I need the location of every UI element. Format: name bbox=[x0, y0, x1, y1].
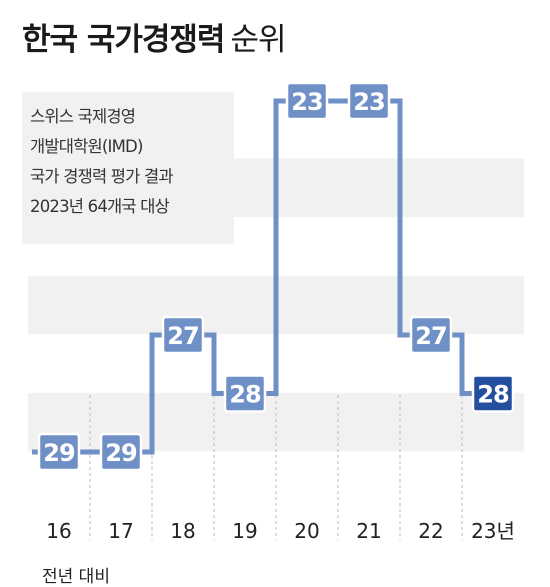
rank-label: 27 bbox=[161, 315, 205, 355]
rank-label-box bbox=[99, 432, 143, 472]
rank-label-value: 28 bbox=[229, 381, 261, 409]
rank-label-value: 28 bbox=[477, 381, 509, 409]
note-line: 국가 경쟁력 평가 결과 bbox=[30, 167, 174, 186]
rank-label-value: 29 bbox=[43, 439, 75, 467]
x-tick-label: 19 bbox=[232, 519, 257, 543]
x-axis-ticks: 16 17 18 19 20 21 22 23년 bbox=[46, 519, 515, 543]
rank-label-box bbox=[471, 374, 515, 413]
rank-label-value: 27 bbox=[415, 322, 446, 350]
rank-label: 29 bbox=[99, 432, 143, 472]
x-tick-label: 21 bbox=[356, 519, 381, 543]
x-tick-label: 22 bbox=[418, 519, 443, 543]
rank-label-box bbox=[37, 432, 81, 472]
x-tick-label: 18 bbox=[170, 519, 195, 543]
rank-label-value: 27 bbox=[167, 322, 198, 350]
rank-label: 28 bbox=[471, 374, 515, 413]
x-tick-label: 17 bbox=[108, 519, 133, 543]
rank-label: 28 bbox=[223, 374, 267, 413]
footer-text: 전년 대비 bbox=[42, 567, 110, 587]
rank-label-box bbox=[161, 315, 205, 355]
rank-label-value: 29 bbox=[105, 439, 137, 467]
x-tick-label: 23년 bbox=[471, 519, 515, 543]
rank-label-box bbox=[285, 81, 329, 121]
title-sub: 순위 bbox=[230, 22, 286, 58]
x-tick-label: 16 bbox=[46, 519, 71, 543]
rank-labels: 29 29 27 28 23 23 27 28 bbox=[37, 81, 515, 472]
rank-label: 29 bbox=[37, 432, 81, 472]
source-note: 스위스 국제경영 개발대학원(IMD) 국가 경쟁력 평가 결과 2023년 6… bbox=[22, 92, 234, 244]
note-line: 스위스 국제경영 bbox=[30, 107, 136, 126]
rank-label-value: 23 bbox=[353, 88, 384, 116]
rank-label-box bbox=[409, 315, 453, 355]
rank-label: 23 bbox=[347, 81, 391, 121]
rank-label-box bbox=[223, 374, 267, 413]
title-main: 한국 국가경쟁력 bbox=[22, 22, 225, 58]
rank-label: 23 bbox=[285, 81, 329, 121]
chart-title: 한국 국가경쟁력 순위 bbox=[22, 14, 286, 59]
x-tick-label: 20 bbox=[294, 519, 319, 543]
note-line: 2023년 64개국 대상 bbox=[30, 197, 170, 216]
note-line: 개발대학원(IMD) bbox=[30, 137, 143, 156]
rank-label-box bbox=[347, 81, 391, 121]
rank-label-value: 23 bbox=[291, 88, 322, 116]
rank-label: 27 bbox=[409, 315, 453, 355]
